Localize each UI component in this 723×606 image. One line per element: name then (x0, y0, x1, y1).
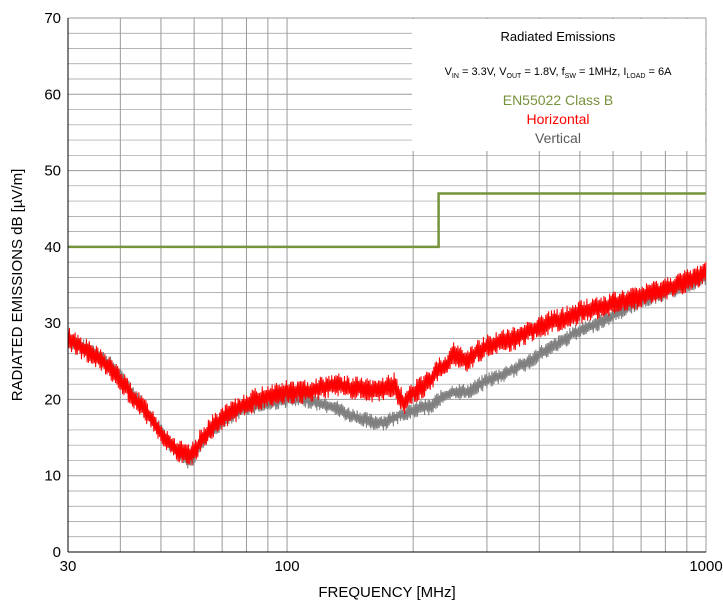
y-tick-label: 30 (44, 315, 61, 332)
chart-subtitle: VIN = 3.3V, VOUT = 1.8V, fSW = 1MHz, ILO… (445, 66, 673, 80)
x-tick-label: 30 (60, 558, 77, 575)
series-en55022-class-b (68, 192, 706, 249)
series-layer (67, 192, 707, 469)
y-tick-label: 60 (44, 86, 61, 103)
y-axis-label: RADIATED EMISSIONS dB [µV/m] (9, 169, 26, 402)
y-tick-label: 40 (44, 239, 61, 256)
legend-box (412, 19, 705, 151)
y-tick-label: 10 (44, 468, 61, 485)
x-tick-label: 1000 (689, 558, 722, 575)
chart-title: Radiated Emissions (501, 29, 616, 44)
y-tick-label: 20 (44, 391, 61, 408)
y-tick-labels: 0 10 20 30 40 50 60 70 (44, 10, 61, 561)
y-tick-label: 50 (44, 163, 61, 180)
x-axis-label: FREQUENCY [MHz] (318, 584, 455, 601)
series-horizontal (67, 261, 707, 466)
y-tick-label: 70 (44, 10, 61, 27)
x-tick-label: 100 (275, 558, 300, 575)
x-tick-labels: 30 100 1000 (60, 558, 723, 575)
legend-entry-class-b: EN55022 Class B (503, 92, 614, 108)
legend-entry-horizontal: Horizontal (526, 111, 589, 127)
legend-entry-vertical: Vertical (535, 130, 581, 146)
y-tick-label: 0 (53, 544, 61, 561)
